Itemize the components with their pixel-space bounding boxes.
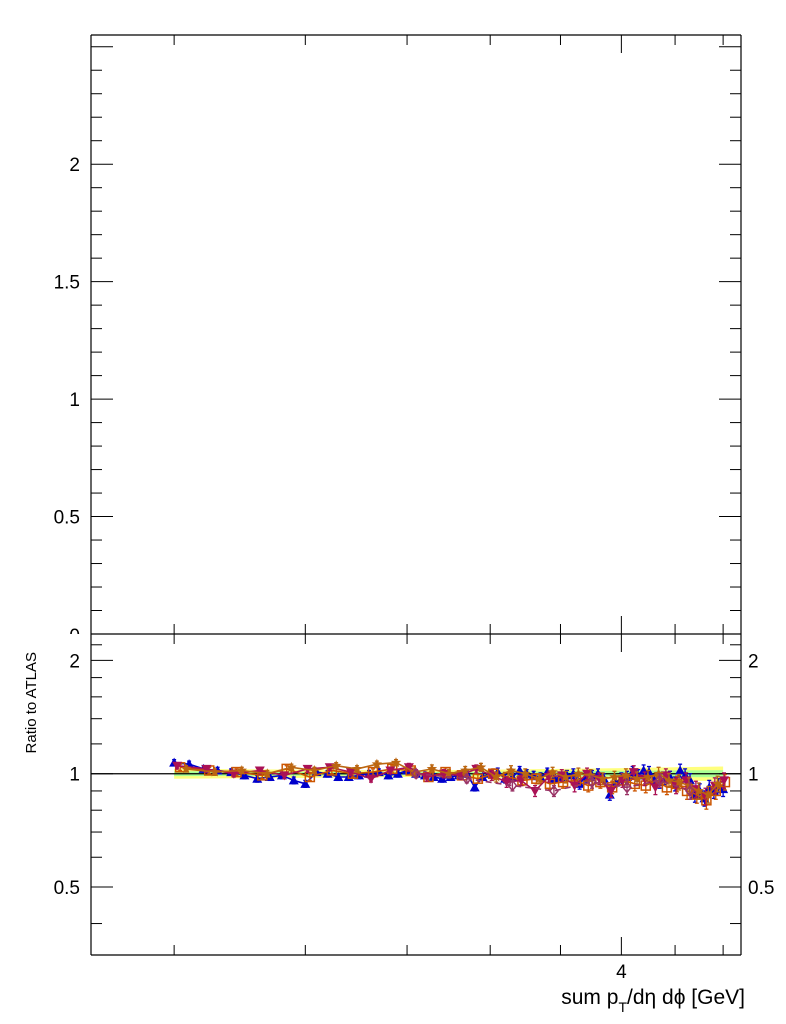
data-point-star [460, 765, 471, 775]
ratio-y-tick-labels-left: 0.5 1 2 [54, 651, 80, 899]
data-point-triangle-up [288, 775, 299, 785]
data-point-star [426, 763, 438, 774]
data-point-open-diamond [654, 774, 665, 787]
data-point-star [443, 768, 455, 779]
x-axis-title-pre: sum p [561, 986, 618, 1009]
data-point-triangle-down [345, 768, 356, 778]
ratio-y-tick-label: 2 [69, 651, 80, 672]
data-point-triangle-up [644, 767, 655, 777]
x-axis-title-post: /dη dϕ [GeV] [627, 986, 745, 1009]
data-point-open-diamond [548, 784, 559, 798]
data-point-star [663, 774, 675, 785]
data-point-triangle-down [385, 766, 396, 776]
data-point-open-diamond [507, 779, 518, 792]
data-point-star [597, 773, 608, 784]
data-point-star [351, 763, 363, 774]
x-axis-title-sub: T [618, 999, 627, 1015]
data-point-open-diamond [411, 767, 422, 780]
data-point-star [236, 765, 247, 775]
data-point-triangle-up [383, 770, 394, 780]
data-point-triangle-up [333, 772, 344, 782]
data-point-star [330, 760, 342, 771]
data-point-triangle-down [403, 763, 414, 773]
data-point-star [560, 771, 571, 782]
data-point-star [371, 758, 383, 769]
main-y-ticks [91, 46, 741, 612]
data-point-triangle-up [392, 768, 403, 778]
data-point-star [491, 771, 502, 782]
main-y-tick-label-zero: 0 [69, 626, 80, 647]
data-point-star [533, 773, 545, 784]
series-line [416, 772, 691, 792]
data-point-star [520, 768, 531, 779]
ratio-y-tick-label: 1 [69, 765, 80, 786]
data-point-triangle-up [239, 770, 250, 780]
data-point-open-square [472, 773, 484, 784]
data-point-triangle-down [172, 761, 183, 771]
data-point-star [505, 765, 517, 775]
main-y-tick-label: 1 [69, 390, 80, 411]
data-point-triangle-down [228, 769, 239, 779]
data-point-triangle-down [254, 766, 265, 776]
data-point-triangle-up [300, 778, 311, 788]
data-point-star [585, 769, 596, 780]
ratio-y-tick-labels-right: 0.5 1 2 [748, 651, 774, 899]
ratio-x-tick-label: 4 [616, 962, 627, 983]
main-y-tick-labels: 0.5 1 1.5 2 [54, 155, 80, 528]
data-point-star [547, 766, 558, 777]
data-point-star [573, 768, 584, 779]
data-point-open-diamond [461, 772, 472, 785]
data-point-star [712, 778, 723, 789]
data-point-triangle-down [501, 778, 512, 788]
main-y-tick-label: 0.5 [54, 508, 80, 529]
data-point-triangle-down [279, 771, 290, 781]
data-point-triangle-down [650, 783, 661, 793]
y-axis-title: Ratio to ATLAS [23, 652, 40, 753]
data-point-star [693, 785, 704, 796]
data-point-star [262, 768, 273, 779]
data-point-star [475, 761, 487, 772]
series-open-diamond [411, 767, 695, 800]
data-point-open-diamond [622, 781, 632, 794]
main-y-tick-label: 2 [69, 155, 80, 176]
ratio-y-tick-label-right: 2 [748, 651, 759, 672]
data-point-star [390, 757, 402, 768]
data-point-star [642, 771, 654, 782]
data-point-triangle-down [617, 776, 628, 786]
ratio-panel: 0.5 1 2 0.5 1 2 4 Ratio to ATLAS sum pT/… [23, 35, 774, 1015]
ratio-data-points [169, 757, 731, 810]
data-point-star [673, 776, 685, 787]
ratio-y-tick-label-right: 0.5 [748, 878, 774, 899]
data-point-triangle-down [628, 768, 639, 778]
data-point-open-diamond [685, 784, 695, 798]
data-point-star [309, 765, 320, 775]
data-point-triangle-down [366, 774, 377, 784]
data-point-open-diamond [586, 775, 597, 789]
data-point-star [180, 763, 192, 774]
data-point-open-square [304, 771, 316, 783]
data-point-triangle-up [469, 782, 480, 792]
data-point-star [620, 769, 632, 780]
x-axis-title: sum pT/dη dϕ [GeV] [561, 986, 745, 1015]
ratio-y-tick-label-right: 1 [748, 765, 759, 786]
data-point-star [683, 780, 695, 790]
data-point-star [209, 766, 221, 777]
series-star [180, 757, 723, 804]
data-point-star [286, 761, 297, 772]
main-y-tick-label: 1.5 [54, 273, 80, 294]
data-point-triangle-down [719, 776, 730, 786]
ratio-x-ticks [173, 35, 724, 955]
data-point-star [631, 773, 643, 784]
data-point-triangle-down [605, 786, 616, 796]
data-point-star [609, 771, 620, 782]
ratio-y-ticks [91, 644, 741, 925]
data-point-triangle-up [675, 765, 686, 775]
data-point-triangle-down [201, 764, 212, 774]
ratio-y-tick-label: 0.5 [54, 878, 80, 899]
main-panel: 0.5 1 1.5 2 0 [54, 34, 742, 647]
data-point-triangle-up [604, 789, 615, 799]
data-point-star [703, 789, 714, 800]
